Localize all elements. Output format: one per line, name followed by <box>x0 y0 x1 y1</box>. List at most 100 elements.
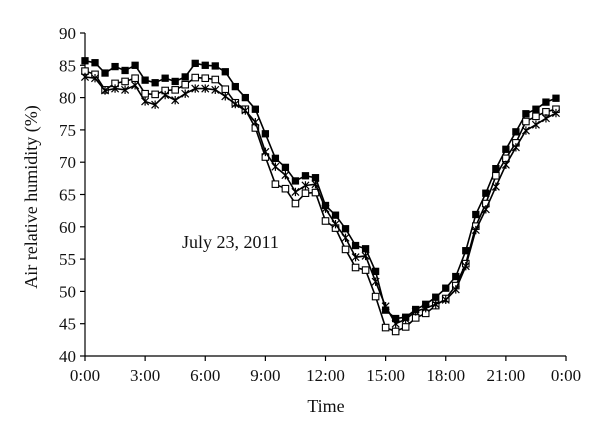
series-1-point <box>432 293 440 301</box>
y-tick-label: 40 <box>59 347 76 366</box>
series-2-point <box>151 90 159 99</box>
series-1-point <box>91 59 99 67</box>
series-1-point <box>301 172 310 180</box>
series-3-point <box>141 97 150 106</box>
series-2-point <box>141 89 149 98</box>
series-3-point <box>461 262 470 271</box>
series-3-point <box>541 114 550 123</box>
series-1-point <box>281 163 290 172</box>
series-1-point <box>542 98 550 106</box>
series-3-point <box>501 160 510 169</box>
y-tick-label: 75 <box>59 121 76 140</box>
series-1-point <box>512 128 520 136</box>
series-1-point <box>81 57 89 65</box>
series-2-point <box>391 327 400 336</box>
x-tick-label: 0:00 <box>70 366 100 385</box>
series-1-point <box>241 93 249 102</box>
series-3-point <box>261 147 270 157</box>
series-2-point <box>181 80 190 89</box>
series-1-point <box>341 225 350 233</box>
series-3-point <box>521 126 530 135</box>
series-3 <box>80 72 561 328</box>
series-1-point <box>442 284 450 292</box>
series-2-point <box>171 86 179 94</box>
series-3-point <box>401 314 410 324</box>
series-1-point <box>181 73 189 81</box>
series-3-point <box>351 252 360 262</box>
series-1-point <box>121 66 129 75</box>
series-3-point <box>231 99 240 109</box>
series-1-point <box>141 76 149 84</box>
series-3-point <box>551 108 561 118</box>
y-tick-label: 80 <box>59 89 76 108</box>
series-1-point <box>532 105 540 113</box>
series-2-point <box>191 73 200 82</box>
series-3-point <box>381 302 390 311</box>
series-3-point <box>201 84 210 93</box>
series-1-point <box>221 68 229 76</box>
series-1-point <box>231 82 239 91</box>
series-3-point <box>411 307 420 316</box>
series-1-point <box>361 245 370 253</box>
series-3-point <box>511 143 520 152</box>
date-annotation: July 23, 2011 <box>182 232 279 252</box>
series-2-point <box>492 171 500 180</box>
y-tick-label: 55 <box>59 250 76 269</box>
series-2-point <box>522 117 530 126</box>
series-2-point <box>341 245 350 254</box>
series-2-point <box>381 323 390 332</box>
series-1-point <box>271 154 280 162</box>
series-3-point <box>151 100 160 109</box>
series-1-point <box>472 210 480 219</box>
series-2-point <box>131 74 139 83</box>
series-1-point <box>261 130 270 138</box>
series-1-point <box>251 105 260 113</box>
series-3-point <box>211 85 220 95</box>
series-3-point <box>481 205 490 214</box>
series-2-point <box>371 292 380 301</box>
series-1-point <box>101 69 109 77</box>
series-1-point <box>211 62 219 70</box>
y-tick-label: 70 <box>59 153 76 172</box>
series-3-point <box>421 303 430 313</box>
series-2-point <box>321 217 330 225</box>
y-tick-label: 45 <box>59 315 76 334</box>
y-tick-label: 60 <box>59 218 76 237</box>
series-3-point <box>531 120 540 129</box>
x-tick-label: 21:00 <box>487 366 526 385</box>
series-2-point <box>351 263 360 272</box>
series-2 <box>81 67 560 336</box>
series-3-point <box>161 90 170 100</box>
series-2-point <box>211 75 220 84</box>
series-1-point <box>552 94 560 102</box>
series-3-point <box>131 81 140 90</box>
series-3-point <box>431 300 440 309</box>
series-3-point <box>251 117 260 127</box>
series-3-point <box>281 170 290 180</box>
series-2-point <box>361 266 370 274</box>
x-axis-title: Time <box>307 396 344 416</box>
x-tick-label: 18:00 <box>426 366 465 385</box>
series-3-point <box>241 106 250 115</box>
series-3-point <box>301 181 310 190</box>
series-2-point <box>121 77 129 86</box>
series-3-point <box>391 319 400 328</box>
series-3-point <box>271 162 280 171</box>
series-2-point <box>291 199 300 208</box>
series-3-point <box>80 72 90 82</box>
series-3-point <box>451 285 460 294</box>
series-1-point <box>201 61 209 69</box>
series-3-point <box>121 85 130 95</box>
series-3-point <box>311 179 320 189</box>
series-1-point <box>351 241 360 250</box>
series-1-point <box>522 110 530 118</box>
series-3-point <box>371 277 380 286</box>
y-tick-label: 65 <box>59 186 76 205</box>
series-3-point <box>90 74 100 83</box>
series-3-point <box>111 84 120 93</box>
x-tick-label: 15:00 <box>366 366 405 385</box>
series-3-point <box>441 295 450 304</box>
ticks: 40 45 50 55 60 65 70 75 80 85 90 0:00 3:00 6:00 9:00 12… <box>59 24 581 385</box>
